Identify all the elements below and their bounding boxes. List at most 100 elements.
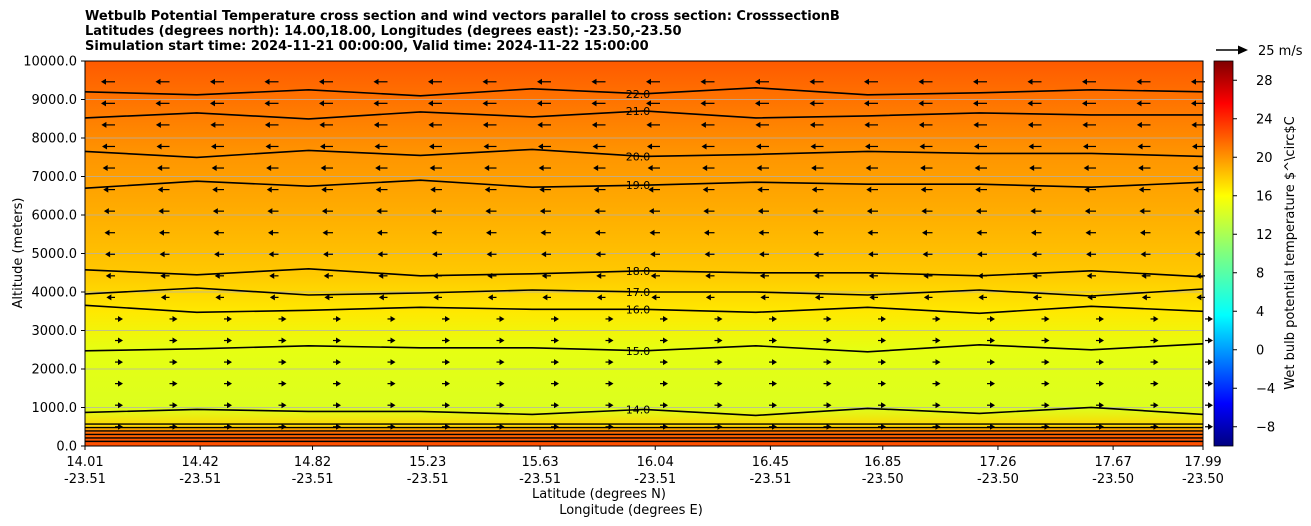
- colorbar-tick-label: 16: [1256, 189, 1273, 204]
- x-tick-label-lon: -23.51: [407, 472, 449, 487]
- wind-vector-head: [1153, 402, 1159, 409]
- wind-vector-head: [869, 294, 875, 301]
- x-tick-label-lon: -23.50: [862, 472, 904, 487]
- wind-vector-head: [445, 337, 450, 344]
- contour-label: 17.0: [626, 286, 651, 299]
- wind-vector-head: [428, 100, 433, 107]
- wind-vector-head: [1028, 143, 1034, 150]
- wind-vector-head: [101, 78, 106, 85]
- wind-vector-head: [809, 78, 815, 85]
- wind-vector-head: [281, 315, 287, 322]
- wind-vector-head: [809, 100, 815, 107]
- y-tick-label: 7000.0: [32, 170, 78, 185]
- contour-line: [84, 86, 1204, 97]
- wind-vector-head: [717, 423, 723, 430]
- wind-vector-head: [759, 251, 765, 258]
- wind-vector-head: [646, 121, 652, 128]
- wind-vector-head: [155, 121, 161, 128]
- wind-vector-head: [378, 272, 384, 279]
- wind-vector-head: [1195, 272, 1201, 279]
- contour-label: 19.0: [626, 179, 651, 192]
- wind-vector-head: [378, 294, 384, 301]
- wind-vector-head: [445, 423, 450, 430]
- wind-vector-head: [1099, 337, 1104, 344]
- wind-vector-head: [336, 315, 341, 322]
- wind-vector-head: [227, 359, 232, 366]
- wind-vector-head: [755, 100, 760, 107]
- wind-vector-head: [281, 423, 287, 430]
- wind-vector-head: [1027, 121, 1033, 128]
- title-line-1: Wetbulb Potential Temperature cross sect…: [85, 9, 840, 24]
- contour-line: [84, 287, 1204, 297]
- wind-vector-head: [211, 165, 217, 172]
- wind-vector-head: [159, 251, 165, 258]
- y-tick-label: 0.0: [56, 440, 77, 455]
- wind-vector-head: [881, 423, 886, 430]
- wind-vector-head: [864, 100, 869, 107]
- wind-vector-head: [647, 143, 653, 150]
- wind-vector-head: [1196, 294, 1202, 301]
- wind-vector-head: [554, 402, 559, 409]
- colorbar-tick-label: 12: [1256, 228, 1273, 243]
- wind-vector-head: [105, 251, 111, 258]
- wind-vector-head: [814, 272, 820, 279]
- wind-vector-head: [485, 208, 491, 215]
- wind-vector-head: [554, 359, 559, 366]
- wind-vector-head: [811, 165, 817, 172]
- wind-vector-head: [428, 121, 434, 128]
- chart-title: Wetbulb Potential Temperature cross sect…: [85, 9, 840, 54]
- wind-vector-head: [1044, 423, 1050, 430]
- contour-line: [84, 267, 1204, 278]
- wind-vector-head: [826, 380, 832, 387]
- wind-vector-head: [868, 251, 874, 258]
- wind-vector-head: [428, 78, 433, 85]
- x-tick-label-lon: -23.50: [977, 472, 1019, 487]
- wind-vector-head: [156, 143, 162, 150]
- wind-vector-head: [881, 402, 886, 409]
- y-tick-label: 3000.0: [32, 324, 78, 339]
- wind-vector-head: [103, 186, 109, 193]
- wind-vector-head: [281, 359, 287, 366]
- wind-vector-head: [430, 186, 436, 193]
- wind-vector-head: [265, 143, 271, 150]
- wind-vector-head: [772, 402, 777, 409]
- wind-vector-head: [210, 100, 215, 107]
- wind-vector-head: [540, 229, 546, 236]
- wind-vector-head: [390, 402, 396, 409]
- wind-vector-head: [608, 423, 614, 430]
- wind-vector-head: [813, 229, 819, 236]
- wind-vector-head: [1153, 337, 1159, 344]
- wind-vector-head: [486, 251, 492, 258]
- wind-vector-head: [1136, 78, 1142, 85]
- x-tick-label-lat: 16.45: [752, 455, 789, 470]
- wind-vector-head: [881, 337, 886, 344]
- wind-vector-head: [336, 380, 341, 387]
- wind-vector-head: [227, 337, 232, 344]
- wind-vector-head: [336, 423, 341, 430]
- wind-vector-head: [973, 100, 978, 107]
- wind-vector-head: [608, 337, 614, 344]
- wind-vector-head: [978, 294, 984, 301]
- wind-vector-head: [813, 251, 819, 258]
- wind-vector-head: [554, 337, 559, 344]
- wind-vector-head: [1195, 251, 1201, 258]
- wind-vector-head: [593, 186, 599, 193]
- wind-vector-head: [702, 165, 708, 172]
- wind-vector-head: [211, 143, 217, 150]
- y-tick-label: 1000.0: [32, 401, 78, 416]
- wind-vector-head: [935, 359, 941, 366]
- wind-vector-head: [390, 423, 396, 430]
- x-axis-ticks: 14.01 -23.51 14.42 -23.51 14.82 -23.51 15.23 -2…: [64, 446, 1224, 487]
- wind-vector-head: [663, 359, 668, 366]
- wind-vector-head: [212, 186, 218, 193]
- quiver-key-label: 25 m/s: [1258, 44, 1303, 59]
- wind-vector-head: [538, 165, 544, 172]
- wind-vector-head: [445, 380, 450, 387]
- wind-vector-head: [650, 251, 656, 258]
- wind-vector-head: [1082, 78, 1087, 85]
- wind-vector-head: [772, 423, 777, 430]
- wind-vector-head: [537, 100, 542, 107]
- wind-vector-head: [975, 208, 981, 215]
- contour-lines: 22.0 21.0 20.0 19.0 18.0 17.0 16.0 15.0 14.0: [84, 86, 1204, 443]
- wind-vector-head: [269, 272, 275, 279]
